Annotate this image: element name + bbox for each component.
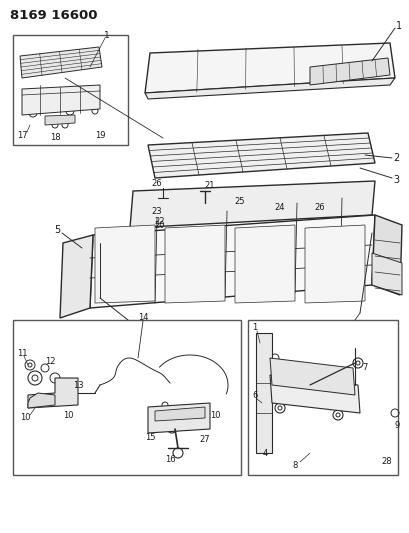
Polygon shape — [304, 225, 364, 303]
Text: 8: 8 — [292, 461, 297, 470]
Bar — [247, 320, 397, 475]
Polygon shape — [270, 358, 354, 395]
Polygon shape — [28, 378, 78, 408]
Bar — [13, 320, 240, 475]
Text: 18: 18 — [49, 133, 60, 141]
Polygon shape — [371, 215, 401, 295]
Text: 21: 21 — [204, 182, 215, 190]
Text: 1: 1 — [395, 21, 401, 31]
Text: 27: 27 — [199, 435, 210, 445]
Text: 17: 17 — [17, 131, 27, 140]
Text: 26: 26 — [314, 204, 324, 213]
Polygon shape — [155, 407, 204, 421]
Text: 4: 4 — [262, 448, 267, 457]
Text: 14: 14 — [137, 313, 148, 322]
Polygon shape — [22, 85, 100, 115]
Text: 28: 28 — [381, 456, 391, 465]
Polygon shape — [90, 215, 374, 308]
Polygon shape — [45, 115, 75, 125]
Polygon shape — [28, 393, 55, 408]
Polygon shape — [145, 43, 394, 93]
Polygon shape — [130, 181, 374, 228]
Polygon shape — [234, 225, 294, 303]
Text: 22: 22 — [154, 216, 165, 225]
Text: 10: 10 — [63, 410, 73, 419]
Polygon shape — [148, 403, 209, 433]
Text: 26: 26 — [151, 179, 162, 188]
Polygon shape — [371, 253, 401, 295]
Polygon shape — [255, 333, 271, 453]
Text: 7: 7 — [362, 364, 367, 373]
Text: 8169 16600: 8169 16600 — [10, 9, 97, 22]
Text: 11: 11 — [17, 349, 27, 358]
Polygon shape — [270, 375, 359, 413]
Text: 1: 1 — [104, 31, 110, 41]
Text: 2: 2 — [392, 153, 398, 163]
Text: 3: 3 — [392, 175, 398, 185]
Text: 10: 10 — [20, 414, 30, 423]
Polygon shape — [60, 235, 93, 318]
Text: 23: 23 — [151, 207, 162, 216]
Bar — [13, 35, 128, 145]
Text: 24: 24 — [274, 204, 285, 213]
Text: 5: 5 — [54, 225, 60, 235]
Polygon shape — [20, 47, 102, 78]
Polygon shape — [309, 58, 389, 85]
Polygon shape — [164, 225, 225, 303]
Polygon shape — [148, 133, 374, 178]
Text: 13: 13 — [72, 381, 83, 390]
Text: 10: 10 — [209, 410, 220, 419]
Text: 12: 12 — [45, 357, 55, 366]
Text: 15: 15 — [144, 432, 155, 441]
Text: 19: 19 — [94, 131, 105, 140]
Text: 1: 1 — [252, 324, 257, 333]
Text: 6: 6 — [252, 392, 257, 400]
Text: 16: 16 — [164, 456, 175, 464]
Polygon shape — [95, 225, 155, 303]
Text: 20: 20 — [154, 221, 165, 230]
Text: 25: 25 — [234, 197, 245, 206]
Text: 9: 9 — [393, 421, 399, 430]
Polygon shape — [145, 78, 394, 99]
